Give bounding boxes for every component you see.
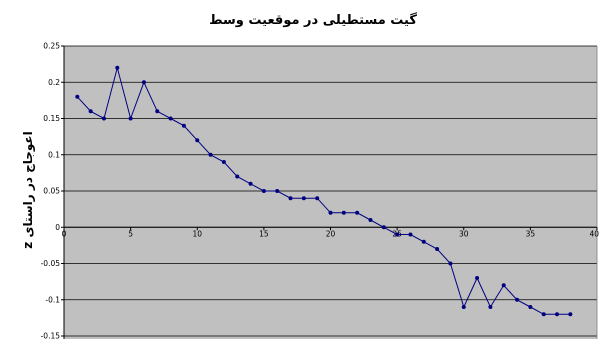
data-point	[101, 116, 106, 121]
data-series	[75, 65, 573, 317]
x-tick-label: 30	[459, 229, 469, 238]
data-point	[501, 283, 506, 288]
data-point	[541, 312, 546, 317]
data-point	[421, 239, 426, 244]
data-point	[115, 65, 120, 70]
data-point	[75, 94, 80, 99]
y-tick-label: 0.1	[48, 150, 60, 159]
data-point	[555, 312, 560, 317]
data-point	[448, 261, 453, 266]
data-point	[435, 247, 440, 251]
data-point	[128, 116, 133, 121]
data-point	[181, 123, 186, 128]
data-point	[488, 305, 493, 309]
data-point	[381, 225, 386, 230]
data-point	[328, 210, 333, 215]
data-point	[515, 297, 520, 302]
data-point	[315, 196, 320, 201]
x-tick-label: 5	[128, 229, 133, 238]
data-point	[301, 196, 306, 201]
y-tick-label: 0	[55, 223, 60, 232]
data-point	[368, 218, 373, 222]
x-tick-label: 20	[326, 229, 336, 238]
y-tick-label: 0.2	[48, 78, 60, 87]
data-point	[461, 305, 466, 309]
x-tick-label: 10	[192, 229, 202, 238]
data-point	[195, 138, 200, 143]
data-point	[155, 109, 160, 114]
axes	[61, 45, 598, 339]
data-point	[261, 189, 266, 193]
data-point	[248, 181, 253, 186]
y-tick-labels: 0.25 0.2 0.15 0.1 0.05 0 -0.05 -0.1 -0.15	[41, 42, 61, 339]
x-tick-label: 35	[526, 229, 536, 238]
data-point	[221, 160, 226, 164]
y-tick-label: 0.25	[43, 42, 60, 51]
y-axis-label: اعوجاج در راستای z	[21, 131, 36, 248]
plot-area	[64, 46, 597, 339]
data-point	[528, 305, 533, 309]
y-tick-label: 0.05	[43, 187, 60, 196]
data-point	[355, 210, 360, 215]
x-tick-label: 0	[62, 229, 67, 238]
x-tick-label: 15	[259, 229, 269, 238]
y-tick-label: -0.1	[45, 295, 60, 304]
data-point	[341, 210, 346, 215]
data-point	[208, 152, 213, 157]
data-point	[275, 189, 280, 193]
data-point	[288, 196, 293, 201]
data-point	[235, 174, 240, 179]
data-point	[88, 109, 93, 114]
y-tick-label: 0.15	[43, 114, 60, 123]
data-point	[141, 80, 146, 85]
data-point	[395, 232, 400, 237]
chart-title: گیت مستطیلی در موقعیت وسط	[209, 12, 417, 28]
data-point	[475, 276, 480, 280]
y-tick-label: -0.05	[41, 259, 61, 268]
data-point	[408, 232, 413, 237]
data-point	[168, 116, 173, 121]
x-tick-label: 40	[589, 229, 599, 238]
series-line	[76, 65, 571, 315]
data-point	[568, 312, 573, 317]
y-tick-label: -0.15	[41, 332, 61, 339]
